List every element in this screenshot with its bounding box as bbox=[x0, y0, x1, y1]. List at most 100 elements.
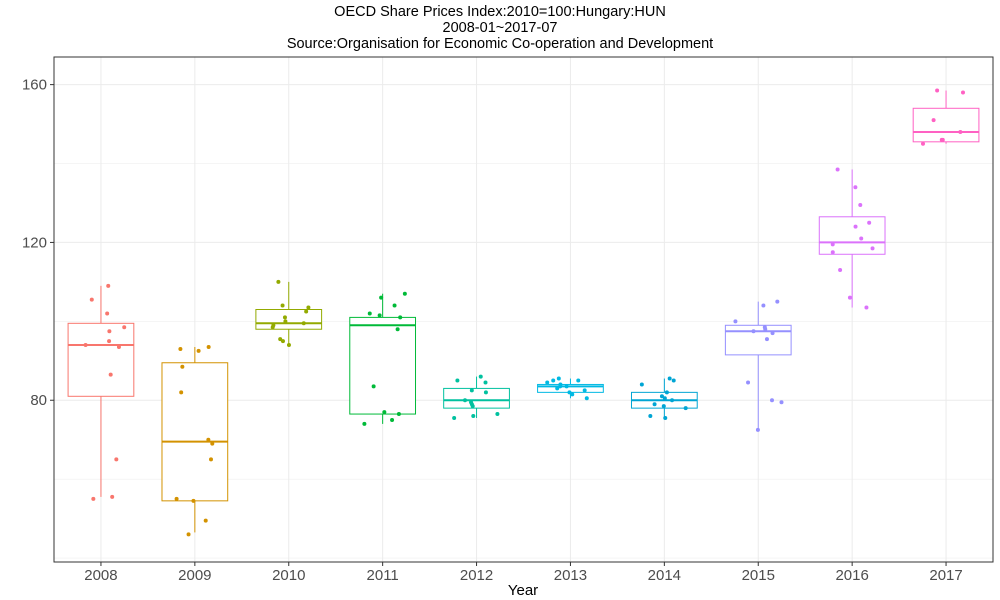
point-2017 bbox=[935, 88, 940, 93]
x-tick-label: 2016 bbox=[835, 567, 868, 584]
box-2017 bbox=[912, 90, 980, 144]
point-2008 bbox=[110, 494, 115, 499]
box-iqr bbox=[255, 309, 323, 330]
point-2013 bbox=[570, 392, 575, 397]
point-2014 bbox=[661, 404, 666, 409]
point-2017 bbox=[960, 90, 965, 95]
chart-subtitle: 2008-01~2017-07 bbox=[442, 20, 558, 36]
chart-source: Source:Organisation for Economic Co-oper… bbox=[286, 36, 714, 52]
point-2015 bbox=[779, 400, 784, 405]
box-iqr bbox=[724, 324, 792, 356]
box-iqr bbox=[443, 387, 510, 409]
point-2013 bbox=[584, 396, 589, 401]
point-2015 bbox=[746, 380, 751, 385]
point-2011 bbox=[402, 291, 407, 296]
point-2017 bbox=[920, 141, 925, 146]
point-2011 bbox=[379, 295, 384, 300]
point-2009 bbox=[174, 496, 179, 501]
point-2014 bbox=[639, 382, 644, 387]
point-2012 bbox=[478, 374, 483, 379]
point-2014 bbox=[648, 414, 653, 419]
point-2016 bbox=[835, 167, 840, 172]
point-2008 bbox=[106, 283, 111, 288]
chart-title: OECD Share Prices Index:2010=100:Hungary… bbox=[334, 4, 666, 20]
y-tick-label: 160 bbox=[22, 77, 47, 94]
point-2016 bbox=[870, 246, 875, 251]
box-2009 bbox=[161, 346, 229, 533]
point-2015 bbox=[733, 319, 738, 324]
point-2010 bbox=[286, 343, 291, 348]
point-2014 bbox=[667, 376, 672, 381]
point-2016 bbox=[864, 305, 869, 310]
point-2011 bbox=[367, 311, 372, 316]
point-2016 bbox=[867, 220, 872, 225]
point-2008 bbox=[122, 325, 127, 330]
point-2013 bbox=[556, 376, 561, 381]
point-2014 bbox=[652, 402, 657, 407]
point-2008 bbox=[83, 343, 88, 348]
jitter-points bbox=[83, 88, 965, 537]
point-2009 bbox=[191, 498, 196, 503]
point-2012 bbox=[470, 404, 475, 409]
point-2016 bbox=[847, 295, 852, 300]
point-2017 bbox=[958, 129, 963, 134]
point-2008 bbox=[107, 339, 112, 344]
point-2015 bbox=[755, 427, 760, 432]
point-2009 bbox=[206, 437, 211, 442]
point-2013 bbox=[582, 388, 587, 393]
y-tick-label: 80 bbox=[30, 392, 47, 409]
point-2017 bbox=[931, 118, 936, 123]
point-2008 bbox=[116, 344, 121, 349]
point-2010 bbox=[270, 325, 275, 330]
point-2009 bbox=[206, 344, 211, 349]
point-2012 bbox=[455, 378, 460, 383]
x-tick-label: 2013 bbox=[554, 567, 587, 584]
point-2016 bbox=[830, 250, 835, 255]
point-2015 bbox=[761, 303, 766, 308]
point-2012 bbox=[471, 414, 476, 419]
box-2015 bbox=[724, 301, 792, 430]
point-2011 bbox=[362, 421, 367, 426]
point-2009 bbox=[210, 441, 215, 446]
point-2008 bbox=[107, 329, 112, 334]
y-tick-label: 120 bbox=[22, 234, 47, 251]
point-2012 bbox=[469, 388, 474, 393]
point-2010 bbox=[304, 309, 309, 314]
point-2012 bbox=[495, 412, 500, 417]
box-iqr bbox=[818, 216, 886, 255]
point-2013 bbox=[551, 378, 556, 383]
point-2016 bbox=[853, 224, 858, 229]
point-2008 bbox=[89, 297, 94, 302]
point-2012 bbox=[483, 390, 488, 395]
point-2011 bbox=[382, 410, 387, 415]
point-2008 bbox=[105, 311, 110, 316]
point-2011 bbox=[398, 315, 403, 320]
chart-title-block: OECD Share Prices Index:2010=100:Hungary… bbox=[0, 4, 1000, 52]
point-2014 bbox=[671, 378, 676, 383]
box-series bbox=[67, 90, 980, 533]
x-tick-label: 2010 bbox=[272, 567, 305, 584]
point-2012 bbox=[452, 415, 457, 420]
box-iqr bbox=[67, 322, 135, 397]
x-tick-label: 2009 bbox=[178, 567, 211, 584]
box-2012 bbox=[443, 376, 510, 418]
point-2010 bbox=[301, 321, 306, 326]
point-2014 bbox=[662, 396, 667, 401]
point-2010 bbox=[306, 305, 311, 310]
x-tick-label: 2011 bbox=[367, 567, 399, 584]
point-2010 bbox=[278, 337, 283, 342]
point-2009 bbox=[203, 518, 208, 523]
point-2009 bbox=[186, 532, 191, 537]
point-2016 bbox=[830, 242, 835, 247]
x-tick-label: 2012 bbox=[460, 567, 493, 584]
point-2009 bbox=[209, 457, 214, 462]
point-2008 bbox=[108, 372, 113, 377]
point-2015 bbox=[775, 299, 780, 304]
point-2010 bbox=[280, 303, 285, 308]
point-2011 bbox=[395, 327, 400, 332]
point-2010 bbox=[276, 279, 281, 284]
point-2011 bbox=[371, 384, 376, 389]
point-2016 bbox=[859, 236, 864, 241]
box-iqr bbox=[349, 316, 417, 415]
